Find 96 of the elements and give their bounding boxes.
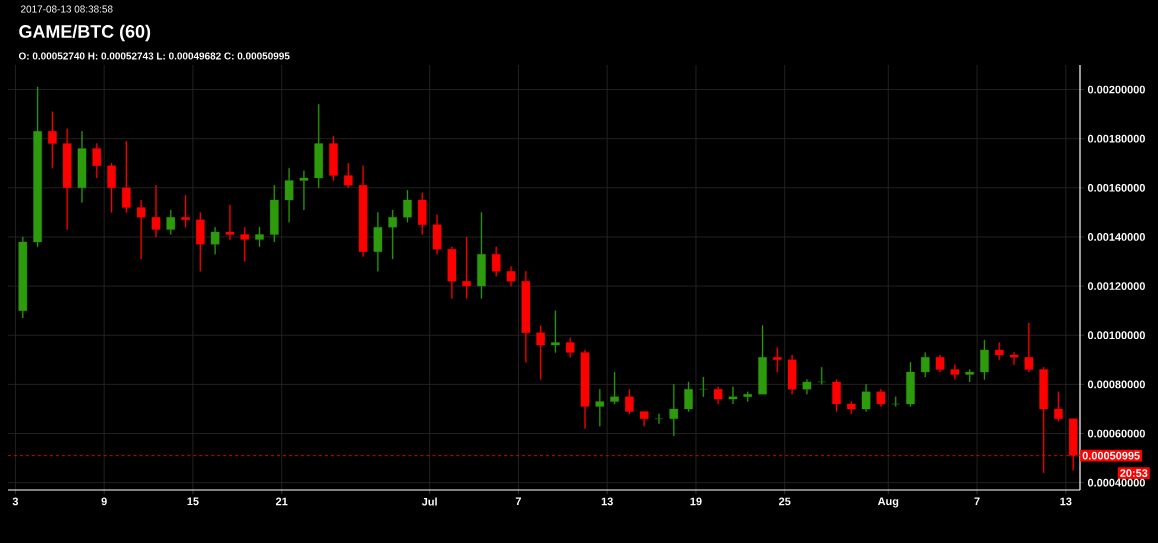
x-tick-label: Aug: [877, 497, 899, 508]
candlestick: [18, 236, 28, 319]
candlestick: [417, 192, 427, 235]
candlestick: [33, 86, 42, 247]
candlestick: [743, 391, 753, 402]
x-tick-label: 13: [1060, 497, 1072, 506]
ref-line-label: 0.00050995: [1082, 451, 1140, 460]
candlestick: [861, 384, 871, 412]
x-tick-label: 15: [187, 497, 199, 506]
chart-title: GAME/BTC (60): [19, 24, 151, 42]
candlestick: [388, 209, 397, 260]
y-tick-label: 0.00180000: [1087, 134, 1145, 143]
candlestick: [299, 170, 309, 211]
candlestick: [847, 401, 856, 414]
candlestick: [373, 212, 383, 272]
candlestick: [669, 384, 679, 437]
candlestick: [447, 246, 457, 299]
y-tick-label: 0.00060000: [1087, 429, 1145, 438]
candlestick: [314, 104, 323, 188]
candlestick: [432, 214, 442, 255]
candlestick: [950, 364, 960, 380]
y-tick-label: 0.00080000: [1087, 380, 1145, 389]
x-tick-label: 3: [12, 497, 19, 506]
candlestick: [1054, 391, 1063, 422]
candlestick: [639, 411, 649, 427]
candlestick: [48, 111, 57, 169]
x-tick-label: Jul: [421, 497, 437, 506]
candlestick: [77, 131, 87, 203]
candlestick: [906, 362, 915, 407]
candlestick: [225, 204, 235, 240]
candlestick: [477, 212, 486, 299]
candlestick: [1009, 352, 1019, 365]
chart-subtitle: O: 0.00052740 H: 0.00052743 L: 0.00049682 C: 0.00050995: [18, 52, 290, 60]
candlestick: [728, 386, 738, 405]
candlestick: [787, 354, 797, 395]
candlestick: [536, 325, 545, 380]
candlestick: [196, 212, 205, 272]
x-tick-label: 19: [690, 497, 702, 506]
x-tick-label: 7: [974, 497, 980, 506]
candlestick: [284, 168, 294, 223]
y-tick-label: 0.00200000: [1087, 85, 1145, 94]
candlestick: [181, 195, 190, 228]
candlestick: [506, 266, 516, 287]
text: 20:53: [1120, 469, 1148, 477]
x-tick-label: 21: [275, 497, 288, 506]
candlestick: [684, 381, 693, 412]
candlestick: [699, 376, 708, 397]
candlestick: [92, 143, 102, 179]
x-tick-label: 7: [515, 497, 521, 506]
y-tick-label: 0.00140000: [1087, 233, 1145, 241]
x-tick-label: 13: [601, 497, 613, 506]
candlestick: [773, 347, 782, 373]
candlestick: [625, 389, 634, 414]
candlestick: [610, 371, 619, 405]
candlestick: [580, 349, 590, 429]
x-tick-label: 9: [101, 497, 107, 506]
candlestick: [1024, 322, 1034, 373]
candlestick: [210, 226, 220, 255]
candlestick: [920, 352, 930, 378]
candlestick: [965, 369, 974, 383]
y-tick-label: 0.00160000: [1087, 183, 1145, 192]
candlestick: [758, 325, 767, 395]
candlestick: [358, 165, 368, 257]
text: 2017-08-13 08:38:58: [21, 5, 113, 13]
candlestick: [62, 128, 72, 230]
candlestick: [240, 226, 250, 262]
y-tick-label: 0.00120000: [1087, 282, 1145, 290]
candlestick: [994, 342, 1004, 360]
candlestick: [832, 379, 841, 412]
candlestick: [713, 386, 723, 405]
candlestick: [270, 185, 279, 243]
candlestick: [136, 199, 146, 260]
candlestick: [107, 163, 116, 213]
candlestick: [876, 389, 886, 407]
candlestick: [151, 185, 161, 238]
candlestick: [255, 226, 264, 247]
x-tick-label: 25: [779, 497, 791, 506]
candlestick: [802, 379, 812, 395]
candlestick: [521, 271, 531, 363]
candlestick: [565, 337, 575, 358]
candlestick: [403, 190, 412, 223]
candlestick: [122, 141, 131, 213]
y-tick-label: 0.00100000: [1087, 331, 1145, 340]
candlestick: [551, 310, 560, 353]
candlestick: [980, 339, 989, 380]
candlestick: [462, 236, 471, 299]
candlestick: [891, 396, 900, 407]
candlestick: [329, 136, 338, 181]
candlestick: [654, 413, 664, 424]
candlestick: [491, 246, 501, 277]
candlestick: [343, 163, 353, 188]
candlestick: [166, 209, 176, 235]
candlestick: [595, 389, 605, 427]
y-tick-label: 0.00040000: [1087, 478, 1145, 487]
candlestick: [935, 354, 945, 373]
candlestick: [817, 367, 826, 385]
